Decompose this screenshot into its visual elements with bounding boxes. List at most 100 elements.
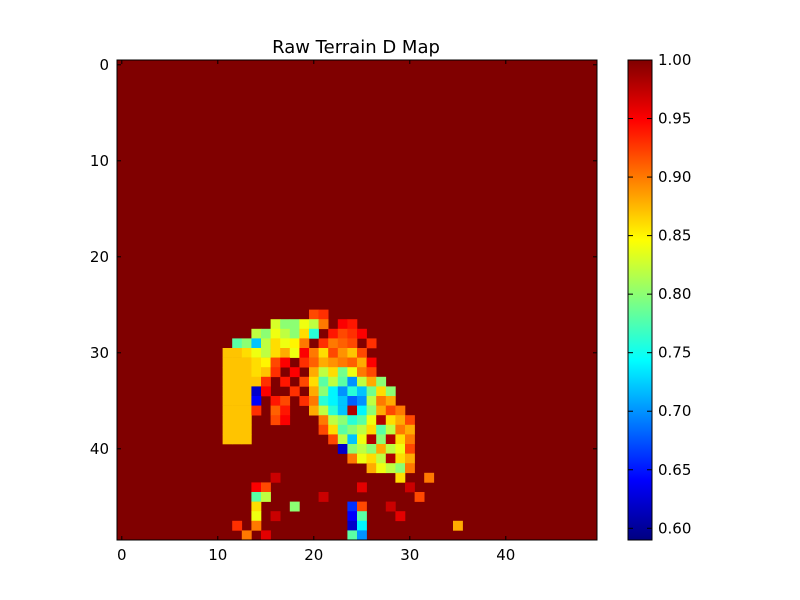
heatmap-cell	[309, 309, 319, 320]
heatmap-cell	[299, 338, 310, 349]
heatmap-cell	[347, 319, 358, 330]
heatmap-cell	[289, 348, 300, 358]
x-tick-label: 0	[117, 546, 127, 564]
heatmap-cell	[318, 424, 329, 435]
heatmap-cell	[232, 405, 243, 416]
heatmap-cell	[357, 482, 367, 493]
heatmap-cell	[395, 453, 406, 464]
colorbar-gradient	[627, 59, 653, 541]
y-tick-label: 40	[90, 440, 109, 458]
heatmap-cell	[376, 405, 387, 416]
heatmap-cell	[337, 328, 348, 339]
heatmap-cell	[395, 405, 406, 416]
heatmap-cell	[261, 482, 271, 493]
heatmap-cell	[232, 348, 243, 358]
heatmap-cell	[280, 357, 291, 368]
heatmap-cell	[318, 357, 329, 368]
heatmap-cell	[405, 463, 415, 474]
heatmap-cell	[337, 367, 348, 378]
heatmap-cell	[261, 348, 271, 358]
heatmap-cell	[366, 434, 377, 445]
heatmap-cell	[347, 348, 358, 358]
heatmap-cell	[395, 444, 406, 454]
heatmap-cell	[222, 415, 233, 426]
heatmap-cell	[222, 367, 233, 378]
heatmap-cell	[385, 453, 396, 464]
heatmap-cell	[232, 386, 243, 397]
heatmap-cell	[241, 367, 252, 378]
heatmap-cell	[424, 472, 435, 483]
heatmap-cell	[261, 386, 271, 397]
heatmap-cell	[328, 348, 339, 358]
heatmap-cell	[376, 386, 387, 397]
heatmap-cell	[347, 453, 358, 464]
heatmap-cell	[347, 424, 358, 435]
heatmap-cell	[357, 357, 367, 368]
heatmap-cell	[318, 338, 329, 349]
heatmap-cell	[405, 482, 415, 493]
heatmap-cell	[405, 424, 415, 435]
heatmap-cell	[280, 405, 291, 416]
heatmap-cell	[241, 386, 252, 397]
heatmap-cell	[347, 520, 358, 531]
heatmap-cell	[251, 328, 262, 339]
heatmap-cell	[232, 367, 243, 378]
heatmap-cell	[232, 520, 243, 531]
heatmap-cell	[328, 367, 339, 378]
heatmap-cell	[366, 424, 377, 435]
heatmap-cell	[251, 338, 262, 349]
heatmap-cell	[385, 415, 396, 426]
heatmap-cell	[357, 328, 367, 339]
heatmap-cell	[328, 434, 339, 445]
heatmap-cell	[222, 396, 233, 406]
colorbar: 0.60 0.65 0.70 0.75 0.80 0.85 0.90 0.95 1.00	[627, 51, 691, 541]
y-axis: 0 10 20 30 40	[90, 56, 597, 458]
heatmap-cell	[337, 434, 348, 445]
heatmap-cell	[337, 424, 348, 435]
heatmap-cell	[280, 348, 291, 358]
heatmap-cell	[328, 405, 339, 416]
heatmap-cell	[222, 348, 233, 358]
heatmap-cell	[222, 424, 233, 435]
heatmap-cell	[251, 405, 262, 416]
heatmap-cell	[309, 357, 319, 368]
heatmap-cell	[241, 396, 252, 406]
colorbar-tick-label: 1.00	[658, 51, 691, 69]
heatmap-cell	[270, 319, 281, 330]
heatmap-cell	[357, 501, 367, 512]
heatmap-cell	[289, 501, 300, 512]
heatmap-cell	[357, 386, 367, 397]
heatmap-cell	[376, 424, 387, 435]
heatmap-cell	[337, 396, 348, 406]
heatmap-cell	[222, 405, 233, 416]
heatmap-cell	[405, 444, 415, 454]
heatmap-cell	[270, 405, 281, 416]
heatmap-cell	[395, 415, 406, 426]
heatmap-cell	[251, 376, 262, 387]
heatmap-cell	[241, 338, 252, 349]
heatmap-cell	[357, 405, 367, 416]
heatmap-cell	[385, 444, 396, 454]
heatmap-cell	[232, 434, 243, 445]
heatmap-cell	[366, 453, 377, 464]
heatmap-cell	[318, 492, 329, 502]
heatmap-cell	[347, 338, 358, 349]
heatmap-cell	[299, 348, 310, 358]
y-tick-label: 0	[99, 56, 109, 74]
heatmap-cell	[357, 415, 367, 426]
heatmap-cell	[232, 424, 243, 435]
colorbar-tick-label: 0.60	[658, 519, 691, 537]
heatmap-cell	[385, 386, 396, 397]
heatmap-cell	[261, 376, 271, 387]
heatmap-cell	[241, 530, 252, 541]
heatmap-cell	[270, 396, 281, 406]
heatmap-cell	[270, 328, 281, 339]
heatmap-cell	[337, 444, 348, 454]
heatmap-cell	[270, 338, 281, 349]
heatmap-cell	[318, 309, 329, 320]
heatmap-cell	[251, 367, 262, 378]
heatmap-cell	[347, 530, 358, 541]
heatmap-cell	[328, 376, 339, 387]
heatmap-cell	[376, 376, 387, 387]
x-tick-label: 40	[496, 546, 515, 564]
